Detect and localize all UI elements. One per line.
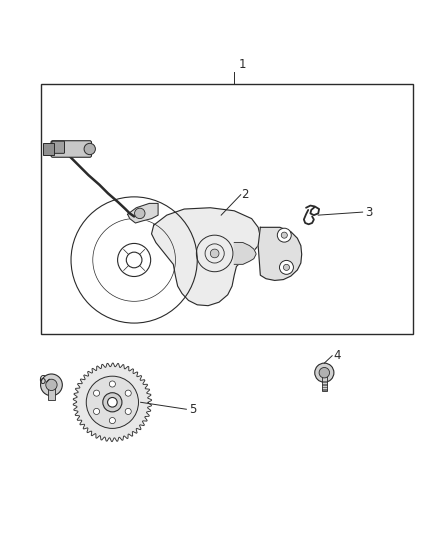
Circle shape: [125, 408, 131, 415]
Circle shape: [319, 367, 329, 378]
Polygon shape: [73, 363, 152, 441]
Circle shape: [84, 143, 95, 155]
Circle shape: [86, 376, 138, 429]
Text: 4: 4: [334, 349, 341, 362]
Text: 3: 3: [365, 206, 373, 219]
FancyBboxPatch shape: [51, 141, 92, 157]
Bar: [41, 84, 413, 334]
Circle shape: [93, 408, 99, 415]
Text: 1: 1: [238, 58, 246, 71]
Polygon shape: [258, 228, 302, 280]
Circle shape: [103, 393, 122, 412]
Circle shape: [279, 261, 293, 274]
Circle shape: [110, 381, 116, 387]
Circle shape: [126, 252, 142, 268]
FancyBboxPatch shape: [43, 143, 54, 155]
Circle shape: [108, 398, 117, 407]
Circle shape: [277, 228, 291, 242]
Circle shape: [134, 208, 145, 219]
Text: 2: 2: [241, 188, 249, 201]
Circle shape: [125, 390, 131, 396]
Circle shape: [41, 374, 62, 396]
Circle shape: [281, 232, 287, 238]
Polygon shape: [127, 204, 158, 223]
Circle shape: [93, 390, 99, 396]
Circle shape: [283, 264, 290, 270]
Circle shape: [315, 363, 334, 382]
Circle shape: [46, 379, 57, 391]
Text: 6: 6: [38, 374, 46, 386]
Circle shape: [110, 417, 116, 424]
Bar: [322, 373, 327, 391]
Text: 5: 5: [189, 403, 197, 416]
Polygon shape: [234, 243, 256, 264]
Circle shape: [210, 249, 219, 258]
Bar: [48, 386, 55, 400]
Polygon shape: [152, 208, 260, 305]
FancyBboxPatch shape: [52, 141, 64, 154]
